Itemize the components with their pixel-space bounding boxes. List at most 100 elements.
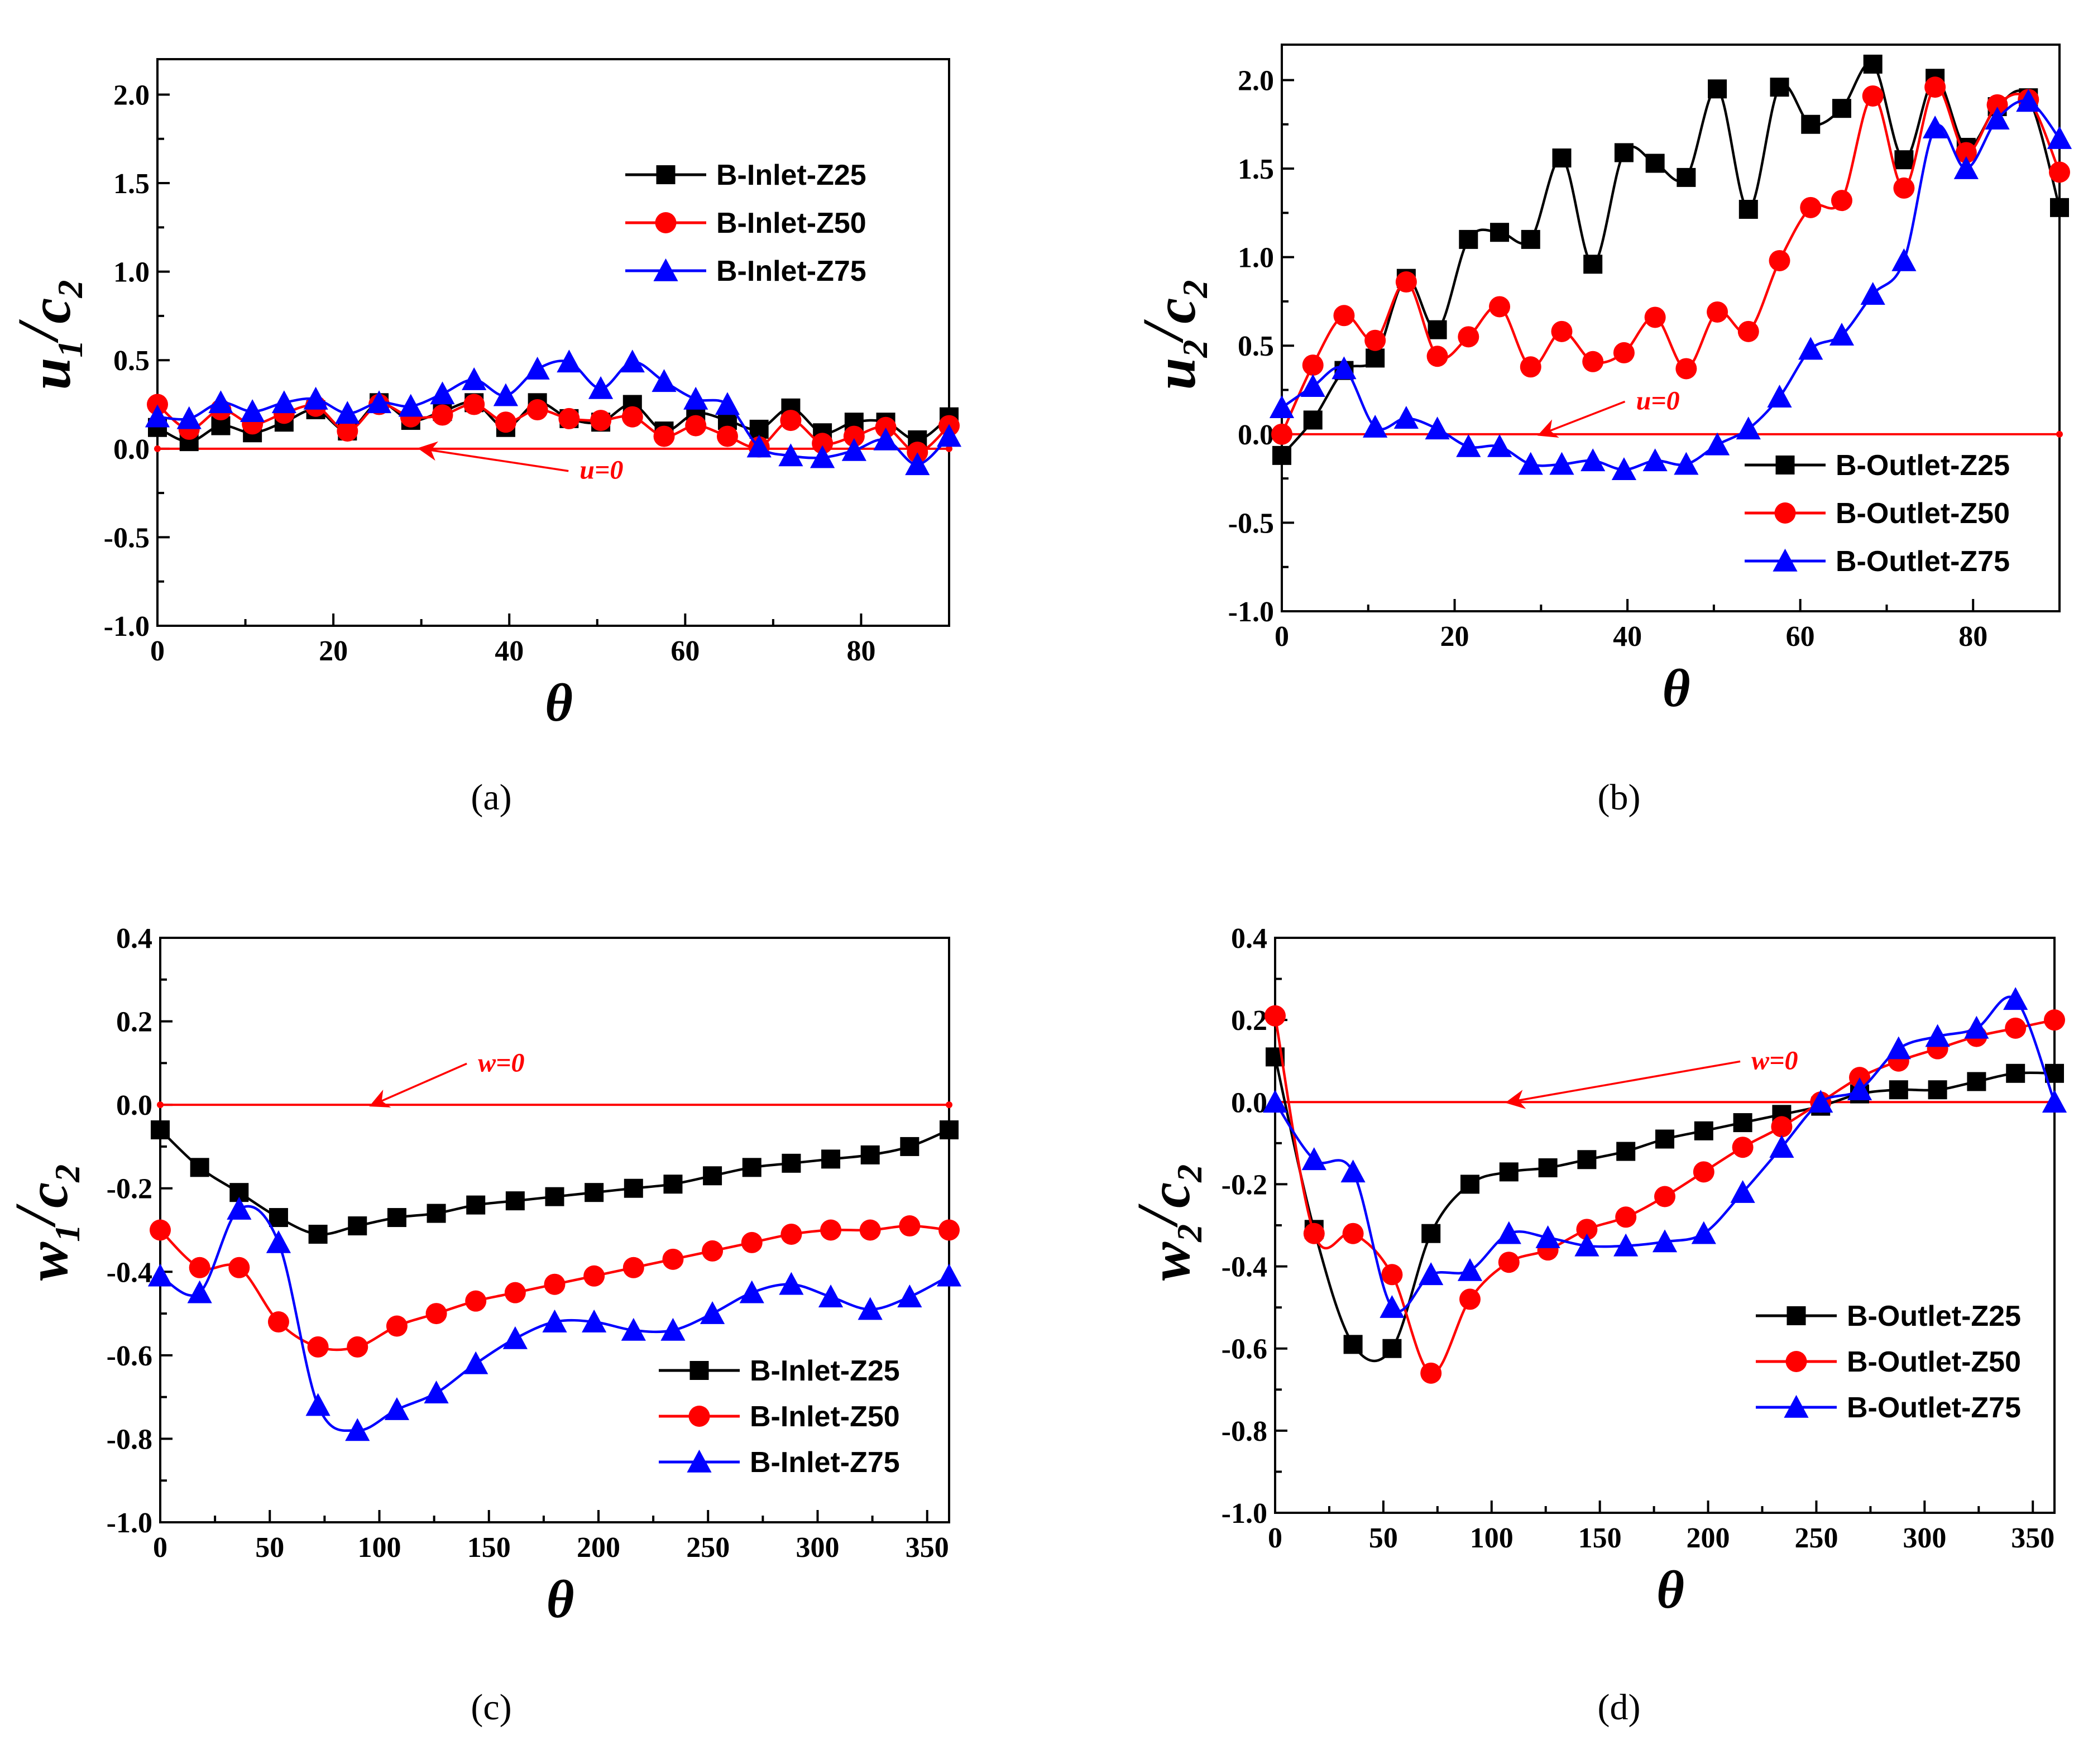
data-point: [544, 1273, 566, 1295]
reference-arrow: [369, 1062, 467, 1108]
legend-label: B-Outlet-Z75: [1836, 545, 2010, 578]
y-axis-label-part: w: [1138, 1241, 1202, 1281]
data-point: [1382, 1339, 1402, 1358]
legend: B-Inlet-Z25 B-Inlet-Z50 B-Inlet-Z75: [659, 1355, 900, 1479]
data-point: [208, 390, 233, 414]
data-point: [663, 1175, 683, 1194]
reference-label: u=0: [579, 456, 623, 485]
data-point: [465, 1290, 487, 1312]
data-point: [1421, 1224, 1441, 1243]
reference-label: w=0: [1751, 1046, 1798, 1075]
data-point: [1269, 395, 1295, 419]
data-point: [1583, 255, 1603, 274]
x-tick-label: 250: [1794, 1522, 1838, 1554]
data-point: [936, 424, 962, 447]
data-point: [269, 1208, 288, 1228]
data-point: [2006, 1063, 2025, 1083]
data-point: [1426, 346, 1448, 367]
legend-label: B-Outlet-Z75: [1847, 1392, 2021, 1424]
x-tick-label: 250: [686, 1532, 730, 1564]
data-point: [1704, 432, 1730, 456]
x-tick-label: 40: [1613, 621, 1642, 653]
data-point: [1928, 1080, 1947, 1100]
data-point: [905, 452, 930, 476]
data-point: [432, 404, 453, 426]
x-tick-label: 50: [255, 1532, 284, 1564]
data-point: [843, 425, 865, 447]
data-point: [1340, 1159, 1366, 1183]
y-tick-label: -0.5: [104, 522, 150, 554]
data-point: [1577, 1150, 1597, 1169]
data-point: [1613, 342, 1635, 363]
data-point: [189, 1257, 210, 1278]
data-point: [228, 1257, 250, 1278]
series-B-Inlet-Z75: [145, 349, 962, 476]
plot-frame: [1281, 44, 2061, 612]
data-point: [583, 1265, 605, 1287]
y-axis-label-part: 2: [1170, 1164, 1209, 1183]
data-point: [1456, 434, 1481, 457]
data-point: [2047, 126, 2072, 149]
data-point: [1674, 452, 1699, 475]
data-point: [782, 1153, 801, 1173]
data-point: [1889, 1080, 1908, 1100]
data-point: [463, 1351, 488, 1374]
data-point: [1886, 1036, 1911, 1060]
data-point: [1691, 1221, 1716, 1244]
data-point: [1707, 301, 1728, 323]
data-point: [1655, 1129, 1674, 1149]
reference-label: u=0: [1636, 386, 1680, 415]
legend-marker: [655, 212, 677, 233]
data-point: [702, 1240, 724, 1262]
data-point: [1769, 1135, 1794, 1158]
data-point: [1576, 1219, 1598, 1240]
data-point: [818, 1284, 844, 1307]
data-point: [940, 1120, 959, 1140]
data-point: [938, 1219, 960, 1241]
reference-arrow: [1505, 1060, 1741, 1109]
data-point: [621, 406, 643, 428]
panel-caption: (c): [471, 1687, 511, 1728]
y-tick-label: -1.0: [1222, 1498, 1267, 1530]
legend-label: B-Inlet-Z25: [716, 159, 866, 191]
data-point: [715, 392, 740, 415]
legend-marker: [1784, 1394, 1809, 1418]
plot-frame: [156, 58, 950, 627]
legend-marker: [1775, 456, 1795, 474]
data-point: [841, 438, 866, 461]
data-point: [267, 1311, 289, 1333]
data-point: [620, 349, 645, 373]
x-tick-label: 350: [906, 1532, 949, 1564]
data-point: [337, 420, 358, 442]
data-point: [1737, 320, 1759, 342]
y-axis-label: u1/c2: [6, 280, 90, 390]
x-tick-label: 40: [495, 635, 524, 667]
legend-label: B-Outlet-Z25: [1836, 449, 2010, 482]
data-point: [1967, 1072, 1986, 1091]
y-axis-label-part: 2: [1175, 340, 1215, 358]
reference-label: w=0: [478, 1048, 524, 1077]
data-point: [347, 1336, 368, 1358]
y-tick-label: -0.6: [1222, 1334, 1267, 1365]
y-tick-label: -0.4: [107, 1257, 152, 1288]
data-point: [1582, 351, 1604, 372]
y-tick-label: 1.5: [113, 168, 150, 200]
data-point: [1614, 143, 1634, 162]
y-tick-label: -0.2: [1222, 1169, 1267, 1201]
x-tick-label: 60: [1786, 621, 1815, 653]
x-tick-label: 0: [1275, 621, 1289, 653]
data-point: [502, 1326, 528, 1349]
legend-marker: [653, 258, 678, 281]
series-B-Inlet-Z75: [147, 1197, 962, 1441]
data-point: [176, 406, 202, 429]
data-point: [1862, 85, 1884, 107]
data-point: [2042, 1090, 2067, 1113]
data-point: [1342, 1223, 1364, 1244]
legend-label: B-Inlet-Z50: [716, 207, 866, 239]
data-point: [858, 1297, 883, 1320]
data-point: [1459, 229, 1478, 249]
y-axis-label-part: c: [16, 1182, 80, 1208]
data-point: [2044, 1009, 2065, 1031]
data-point: [308, 1224, 328, 1244]
legend-marker: [1787, 1306, 1806, 1325]
